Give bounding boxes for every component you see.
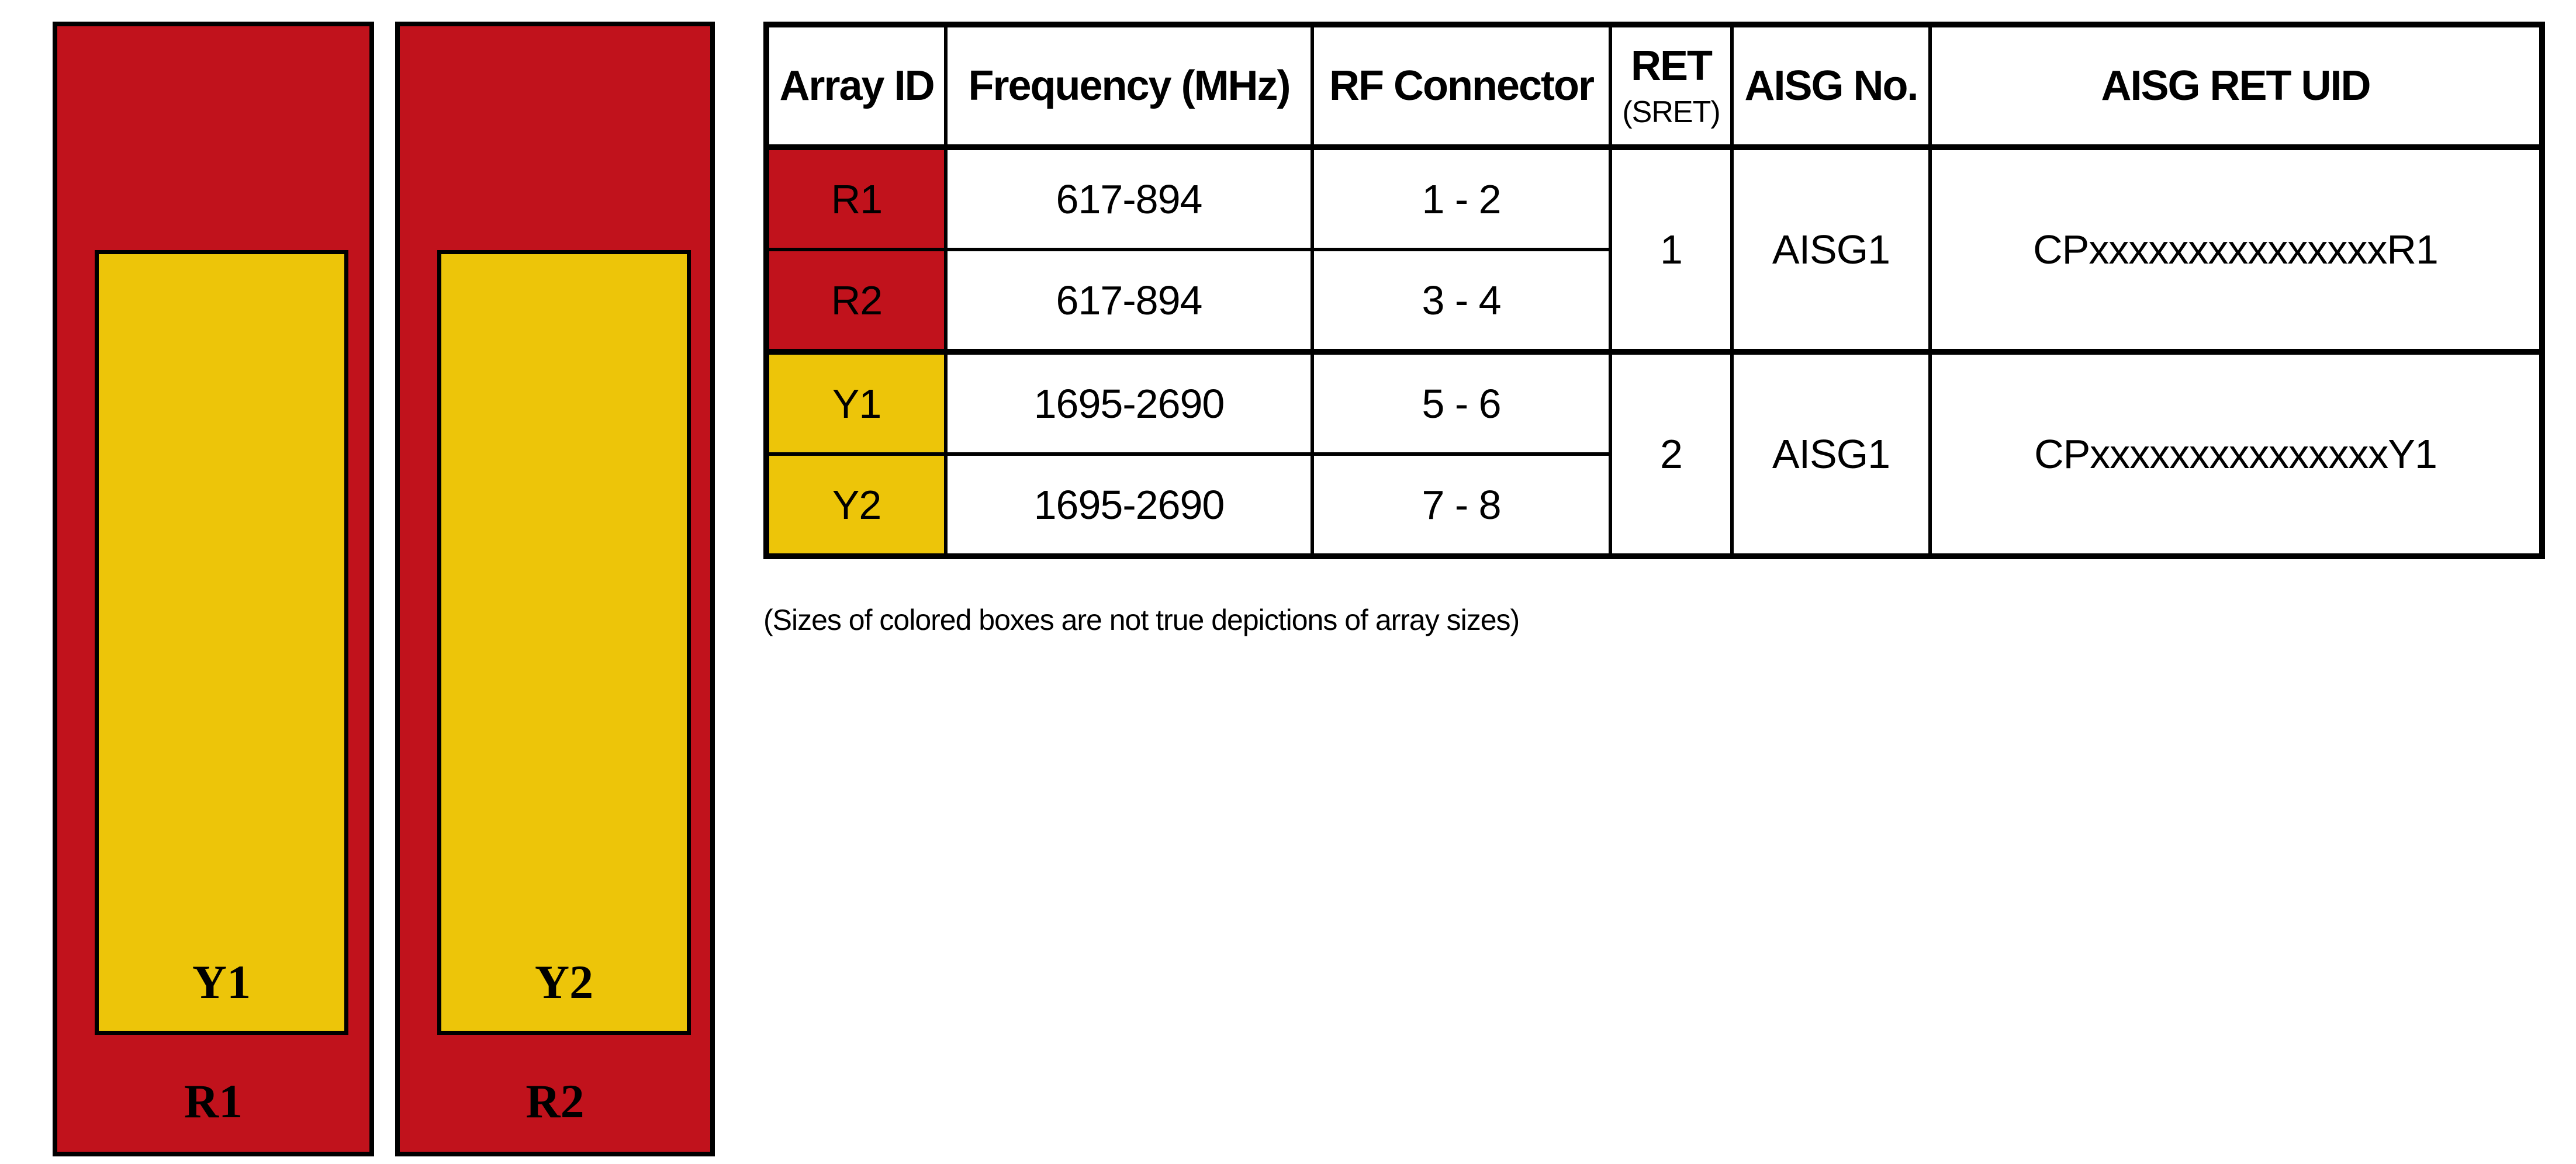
array-box-y2: Y2 xyxy=(437,250,691,1035)
cell-aisg-no-group1: AISG1 xyxy=(1730,146,1932,354)
cell-array-id-r1: R1 xyxy=(765,146,948,251)
table-row-r2: R2 617-894 3 - 4 xyxy=(765,248,2542,354)
header-array-id: Array ID xyxy=(765,23,948,150)
array-label-r2: R2 xyxy=(525,1075,585,1128)
header-ret: RET (SRET) xyxy=(1609,23,1734,150)
cell-frequency-r1: 617-894 xyxy=(944,146,1314,251)
table-note: (Sizes of colored boxes are not true dep… xyxy=(763,604,1520,636)
cell-frequency-y2: 1695-2690 xyxy=(944,452,1314,558)
cell-rf-connector-r1: 1 - 2 xyxy=(1311,146,1612,251)
table-row-y2: Y2 1695-2690 7 - 8 xyxy=(765,452,2542,558)
table-row-r1: R1 617-894 1 - 2 1 AISG1 CPxxxxxxxxxxxxx… xyxy=(765,146,2544,354)
header-frequency: Frequency (MHz) xyxy=(944,23,1314,150)
cell-aisg-ret-uid-group2: CPxxxxxxxxxxxxxxxY1 xyxy=(1928,349,2544,558)
array-label-r1: R1 xyxy=(184,1075,243,1128)
table-row-y1: Y1 1695-2690 5 - 6 2 AISG1 CPxxxxxxxxxxx… xyxy=(765,349,2544,558)
cell-array-id-y1: Y1 xyxy=(765,349,948,456)
cell-aisg-no-group2: AISG1 xyxy=(1730,349,1932,558)
array-label-y1: Y1 xyxy=(192,955,251,1009)
array-config-table: Array ID Frequency (MHz) RF Connector RE… xyxy=(763,22,2545,559)
antenna-panel-r1: Y1 R1 xyxy=(53,22,374,1156)
cell-frequency-y1: 1695-2690 xyxy=(944,349,1314,456)
cell-rf-connector-r2: 3 - 4 xyxy=(1311,248,1612,354)
header-ret-main: RET xyxy=(1631,43,1713,89)
header-ret-sub: (SRET) xyxy=(1622,95,1720,129)
cell-frequency-r2: 617-894 xyxy=(944,248,1314,354)
cell-rf-connector-y2: 7 - 8 xyxy=(1311,452,1612,558)
array-box-y1: Y1 xyxy=(95,250,348,1035)
antenna-panel-r2: Y2 R2 xyxy=(395,22,715,1156)
header-rf-connector: RF Connector xyxy=(1311,23,1612,150)
cell-aisg-ret-uid-group1: CPxxxxxxxxxxxxxxxR1 xyxy=(1928,146,2544,354)
table-header-row: Array ID Frequency (MHz) RF Connector RE… xyxy=(765,23,2544,150)
array-label-y2: Y2 xyxy=(534,955,594,1009)
cell-ret-group1: 1 xyxy=(1609,146,1734,354)
cell-rf-connector-y1: 5 - 6 xyxy=(1311,349,1612,456)
header-aisg-ret-uid: AISG RET UID xyxy=(1928,23,2544,150)
cell-array-id-r2: R2 xyxy=(765,248,948,354)
cell-ret-group2: 2 xyxy=(1609,349,1734,558)
cell-array-id-y2: Y2 xyxy=(765,452,948,558)
header-aisg-no: AISG No. xyxy=(1730,23,1932,150)
